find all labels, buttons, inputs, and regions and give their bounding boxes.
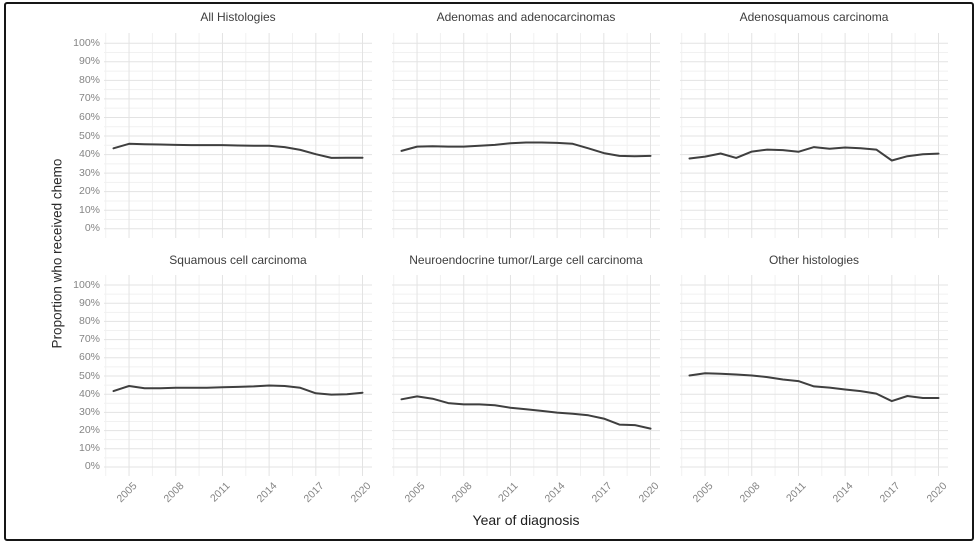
data-line (112, 384, 364, 396)
y-tick-label: 0% (84, 460, 100, 473)
y-tick-label: 50% (78, 129, 100, 142)
facet-plot-all-histologies (104, 33, 372, 238)
y-tick-label: 80% (78, 314, 100, 327)
y-tick-label: 50% (78, 369, 100, 382)
facet-plot-other (680, 275, 948, 476)
y-tick-label: 80% (78, 73, 100, 86)
y-tick-label: 10% (78, 442, 100, 455)
facet-title-other: Other histologies (768, 253, 860, 267)
x-axis-title: Year of diagnosis (472, 512, 580, 528)
y-tick-label: 70% (78, 92, 100, 105)
data-line (400, 395, 652, 430)
data-line (688, 146, 940, 162)
y-tick-label: 20% (78, 424, 100, 437)
y-tick-label: 10% (78, 203, 100, 216)
y-tick-label: 60% (78, 110, 100, 123)
facet-plot-squamous (104, 275, 372, 476)
y-tick-label: 60% (78, 351, 100, 364)
y-tick-label: 30% (78, 166, 100, 179)
facet-plot-adenomas (392, 33, 660, 238)
facet-title-adenomas: Adenomas and adenocarcinomas (436, 10, 616, 24)
y-tick-label: 100% (73, 36, 100, 49)
data-line (688, 372, 940, 403)
y-tick-label: 30% (78, 405, 100, 418)
data-line (112, 142, 364, 159)
y-tick-label: 100% (73, 278, 100, 291)
facet-title-neuroendocrine: Neuroendocrine tumor/Large cell carcinom… (409, 253, 643, 267)
data-line (400, 141, 652, 158)
y-tick-label: 90% (78, 296, 100, 309)
y-tick-label: 70% (78, 333, 100, 346)
y-tick-label: 0% (84, 222, 100, 235)
y-tick-label: 40% (78, 148, 100, 161)
figure-frame (4, 2, 974, 541)
y-tick-label: 90% (78, 55, 100, 68)
facet-plot-adenosquamous (680, 33, 948, 238)
facet-plot-neuroendocrine (392, 275, 660, 476)
y-tick-label: 40% (78, 387, 100, 400)
y-tick-label: 20% (78, 185, 100, 198)
facet-title-squamous: Squamous cell carcinoma (169, 253, 307, 267)
facet-title-adenosquamous: Adenosquamous carcinoma (739, 10, 889, 24)
facet-title-all-histologies: All Histologies (200, 10, 276, 24)
